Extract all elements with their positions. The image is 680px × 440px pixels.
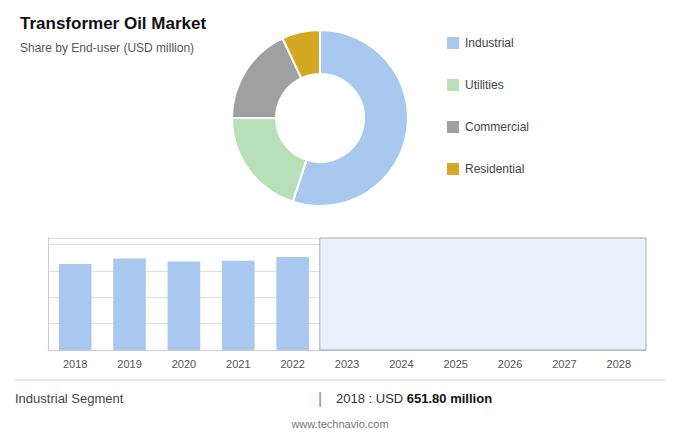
svg-text:2018: 2018 <box>63 358 87 370</box>
svg-text:651.80 million: 651.80 million <box>407 391 492 406</box>
svg-text:www.technavio.com: www.technavio.com <box>290 418 388 430</box>
svg-text:2024: 2024 <box>389 358 413 370</box>
svg-text:2028: 2028 <box>607 358 631 370</box>
svg-text:|: | <box>318 390 322 407</box>
svg-text:Industrial: Industrial <box>465 36 514 50</box>
svg-text:2026: 2026 <box>498 358 522 370</box>
svg-text:Transformer Oil Market: Transformer Oil Market <box>20 14 206 33</box>
svg-text:2027: 2027 <box>552 358 576 370</box>
svg-text:2021: 2021 <box>226 358 250 370</box>
svg-text:2020: 2020 <box>172 358 196 370</box>
svg-text:2025: 2025 <box>443 358 467 370</box>
svg-text:2023: 2023 <box>335 358 359 370</box>
svg-text:2018 : USD: 2018 : USD <box>336 391 407 406</box>
svg-text:Residential: Residential <box>465 162 524 176</box>
svg-text:Industrial Segment: Industrial Segment <box>15 391 124 406</box>
svg-text:2019: 2019 <box>117 358 141 370</box>
svg-text:Share by End-user (USD million: Share by End-user (USD million) <box>20 41 194 55</box>
svg-text:Utilities: Utilities <box>465 78 504 92</box>
svg-text:Commercial: Commercial <box>465 120 529 134</box>
svg-text:2022: 2022 <box>280 358 304 370</box>
